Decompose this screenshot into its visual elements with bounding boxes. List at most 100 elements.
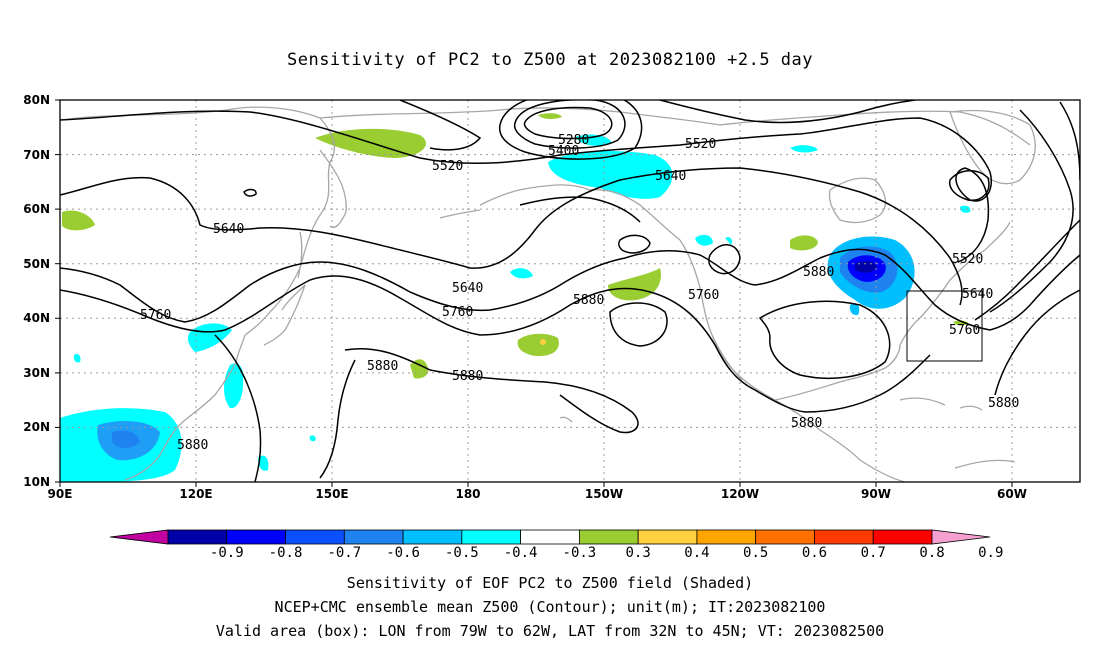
colorbar-label: -0.5 — [445, 545, 479, 561]
coastline-canada-arctic — [719, 110, 1031, 146]
shade-negative — [309, 435, 316, 442]
lat-tick-label: 20N — [23, 420, 50, 434]
colorbar-label: -0.6 — [386, 545, 420, 561]
contour-5880-e — [758, 300, 891, 380]
shading-layer — [60, 113, 971, 482]
coastline-south-america — [954, 459, 1016, 469]
shade-negative — [73, 353, 81, 363]
contour-5400 — [513, 100, 626, 149]
contour-north-wide — [399, 100, 482, 151]
contour-label-group: 5280 5400 5520 5520 5520 5640 5640 5640 … — [140, 133, 1019, 453]
contour-label: 5880 — [803, 265, 834, 280]
plot-frame — [59, 99, 1081, 483]
contour-5640 — [60, 167, 963, 306]
contour-label: 5520 — [685, 137, 716, 152]
lon-labels: 90E 120E 150E 180 150W 120W 90W 60W — [48, 487, 1027, 501]
coastline-kamchatka — [319, 149, 347, 228]
colorbar-swatch — [696, 529, 757, 545]
colorbar-swatch — [167, 529, 228, 545]
lon-tick-label: 150W — [585, 487, 623, 501]
contour-label: 5520 — [952, 252, 983, 267]
contour-label: 5880 — [988, 396, 1019, 411]
contour-label: 5640 — [452, 281, 483, 296]
contour-east-3 — [974, 219, 1080, 321]
axis-ticks — [55, 99, 1013, 487]
lat-tick-label: 80N — [23, 93, 50, 107]
contour-closed-nw — [708, 244, 741, 275]
contour-label: 5280 — [558, 133, 589, 148]
lon-tick-label: 120W — [721, 487, 759, 501]
colorbar-swatch — [226, 529, 286, 545]
shade-negative — [695, 234, 713, 246]
colorbar-label: -0.3 — [563, 545, 597, 561]
contour-closed-ak — [617, 234, 651, 254]
lon-tick-label: 180 — [455, 487, 480, 501]
lat-tick-label: 40N — [23, 311, 50, 325]
figure-title: Sensitivity of PC2 to Z500 at 2023082100… — [286, 50, 813, 70]
colorbar-left-arrow — [109, 529, 169, 545]
colorbar-label: -0.4 — [504, 545, 538, 561]
contour-closed-baffin — [948, 170, 990, 201]
shade-positive — [953, 320, 969, 326]
shade-positive — [790, 235, 818, 251]
lon-tick-label: 60W — [997, 487, 1027, 501]
coastline-alaska — [479, 184, 681, 241]
coastline-hawaii — [559, 416, 573, 423]
contour-5280 — [523, 106, 613, 140]
lat-tick-label: 10N — [23, 475, 50, 489]
shade-positive-core — [540, 339, 546, 345]
coastline-greenland — [949, 109, 1036, 185]
colorbar-swatch — [343, 529, 404, 545]
caption-line-2: NCEP+CMC ensemble mean Z500 (Contour); u… — [274, 598, 826, 616]
colorbar-swatch — [285, 529, 345, 545]
colorbar-right-arrow — [931, 529, 991, 545]
coastline-layer — [60, 106, 1036, 482]
coastline-gulf — [774, 317, 921, 401]
contour-5400-outer — [498, 100, 643, 160]
contour-5880-d — [319, 359, 356, 479]
colorbar-label: 0.6 — [802, 545, 827, 561]
contour-5520 — [60, 110, 992, 263]
colorbar-swatch — [872, 529, 933, 545]
contour-label: 5640 — [962, 287, 993, 302]
caption-line-3: Valid area (box): LON from 79W to 62W, L… — [215, 622, 885, 640]
shade-negative — [725, 237, 733, 245]
contour-closed-small — [243, 188, 257, 197]
contour-5880-c — [344, 347, 639, 434]
shade-negative — [258, 455, 269, 471]
lat-labels: 80N 70N 60N 50N 40N 30N 20N 10N — [23, 93, 50, 489]
colorbar-swatch — [402, 529, 463, 545]
coastline-aleutians — [439, 209, 481, 219]
contour-label: 5400 — [548, 144, 579, 159]
graticule — [60, 100, 1080, 482]
contour-5880-g — [994, 289, 1080, 396]
shade-negative — [790, 145, 818, 153]
shade-positive — [538, 113, 562, 120]
colorbar-label: 0.5 — [743, 545, 768, 561]
colorbar-swatch — [637, 529, 698, 545]
lat-tick-label: 60N — [23, 202, 50, 216]
contour-label: 5880 — [791, 416, 822, 431]
colorbar-label: 0.3 — [626, 545, 651, 561]
colorbar-swatch — [461, 529, 522, 545]
lon-tick-label: 120E — [179, 487, 212, 501]
coastline-asia — [60, 106, 335, 363]
colorbar-label: -0.8 — [269, 545, 303, 561]
coastline-hispaniola — [959, 405, 983, 411]
shade-positive — [410, 359, 429, 379]
colorbar-swatch — [814, 529, 874, 545]
contour-label: 5520 — [432, 159, 463, 174]
contour-label: 5880 — [573, 293, 604, 308]
shade-negative — [960, 205, 971, 213]
coastline-japan — [263, 284, 306, 346]
coastline-arctic — [319, 107, 721, 126]
coastline-asia — [124, 361, 237, 481]
contour-label: 5760 — [949, 323, 980, 338]
shade-negative — [849, 303, 860, 316]
contour-east-1 — [989, 109, 1074, 313]
contour-closed-ne — [609, 302, 668, 347]
coastline-sakhalin — [297, 231, 303, 279]
contour-5880-a — [60, 275, 651, 336]
contour-east-2 — [1059, 101, 1080, 181]
contour-layer — [60, 100, 1080, 482]
